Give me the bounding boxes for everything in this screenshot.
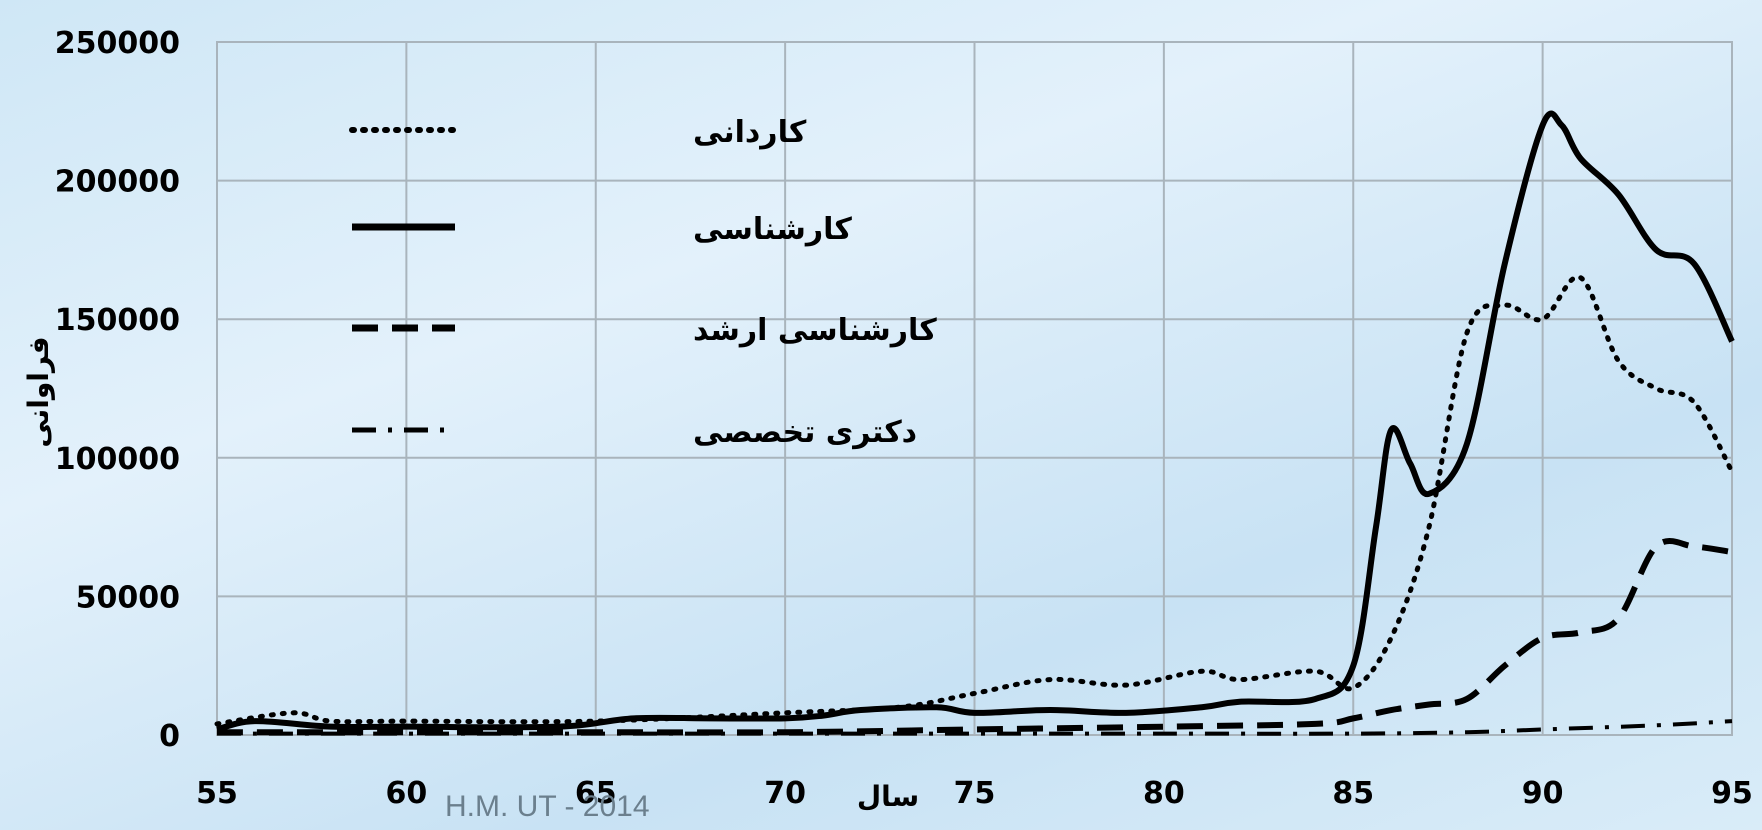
x-tick-labels: 55 60 65 70 75 80 85 90 95 [196, 776, 1753, 811]
y-tick-label: 100000 [55, 442, 180, 477]
legend-label-3: کارشناسی ارشد [693, 313, 937, 348]
y-tick-label: 50000 [76, 580, 180, 615]
y-tick-label: 0 [159, 719, 180, 754]
series-lines [214, 110, 1735, 736]
y-tick-label: 200000 [55, 165, 180, 200]
legend-label-2: کارشناسی [693, 212, 852, 247]
x-tick-label: 60 [386, 776, 428, 811]
x-tick-label: 70 [764, 776, 806, 811]
grid-lines [216, 41, 1733, 736]
x-tick-label: 75 [954, 776, 996, 811]
y-tick-label: 250000 [55, 26, 180, 61]
x-tick-label: 55 [196, 776, 238, 811]
legend-label-4: دکتری تخصصی [693, 415, 917, 450]
watermark-text: H.M. UT - 2014 [445, 790, 650, 823]
x-tick-label: 95 [1711, 776, 1753, 811]
series-line-2 [216, 110, 1735, 733]
y-axis-title: فراوانی [22, 336, 55, 447]
x-tick-label: 65 [575, 776, 617, 811]
series-line-1 [214, 274, 1735, 727]
x-axis-title: سال [857, 780, 919, 813]
legend: کاردانی کارشناسی کارشناسی ارشد دکتری تخصصی [349, 115, 937, 450]
x-tick-label: 90 [1522, 776, 1564, 811]
series-line-4 [217, 719, 1733, 736]
plot-border [216, 41, 1733, 736]
legend-label-1: کاردانی [693, 115, 807, 150]
y-tick-label: 150000 [55, 303, 180, 338]
y-tick-labels: 0 50000 100000 150000 200000 250000 [55, 26, 180, 754]
series-line-3 [216, 537, 1733, 736]
x-tick-label: 80 [1143, 776, 1185, 811]
x-tick-label: 85 [1332, 776, 1374, 811]
